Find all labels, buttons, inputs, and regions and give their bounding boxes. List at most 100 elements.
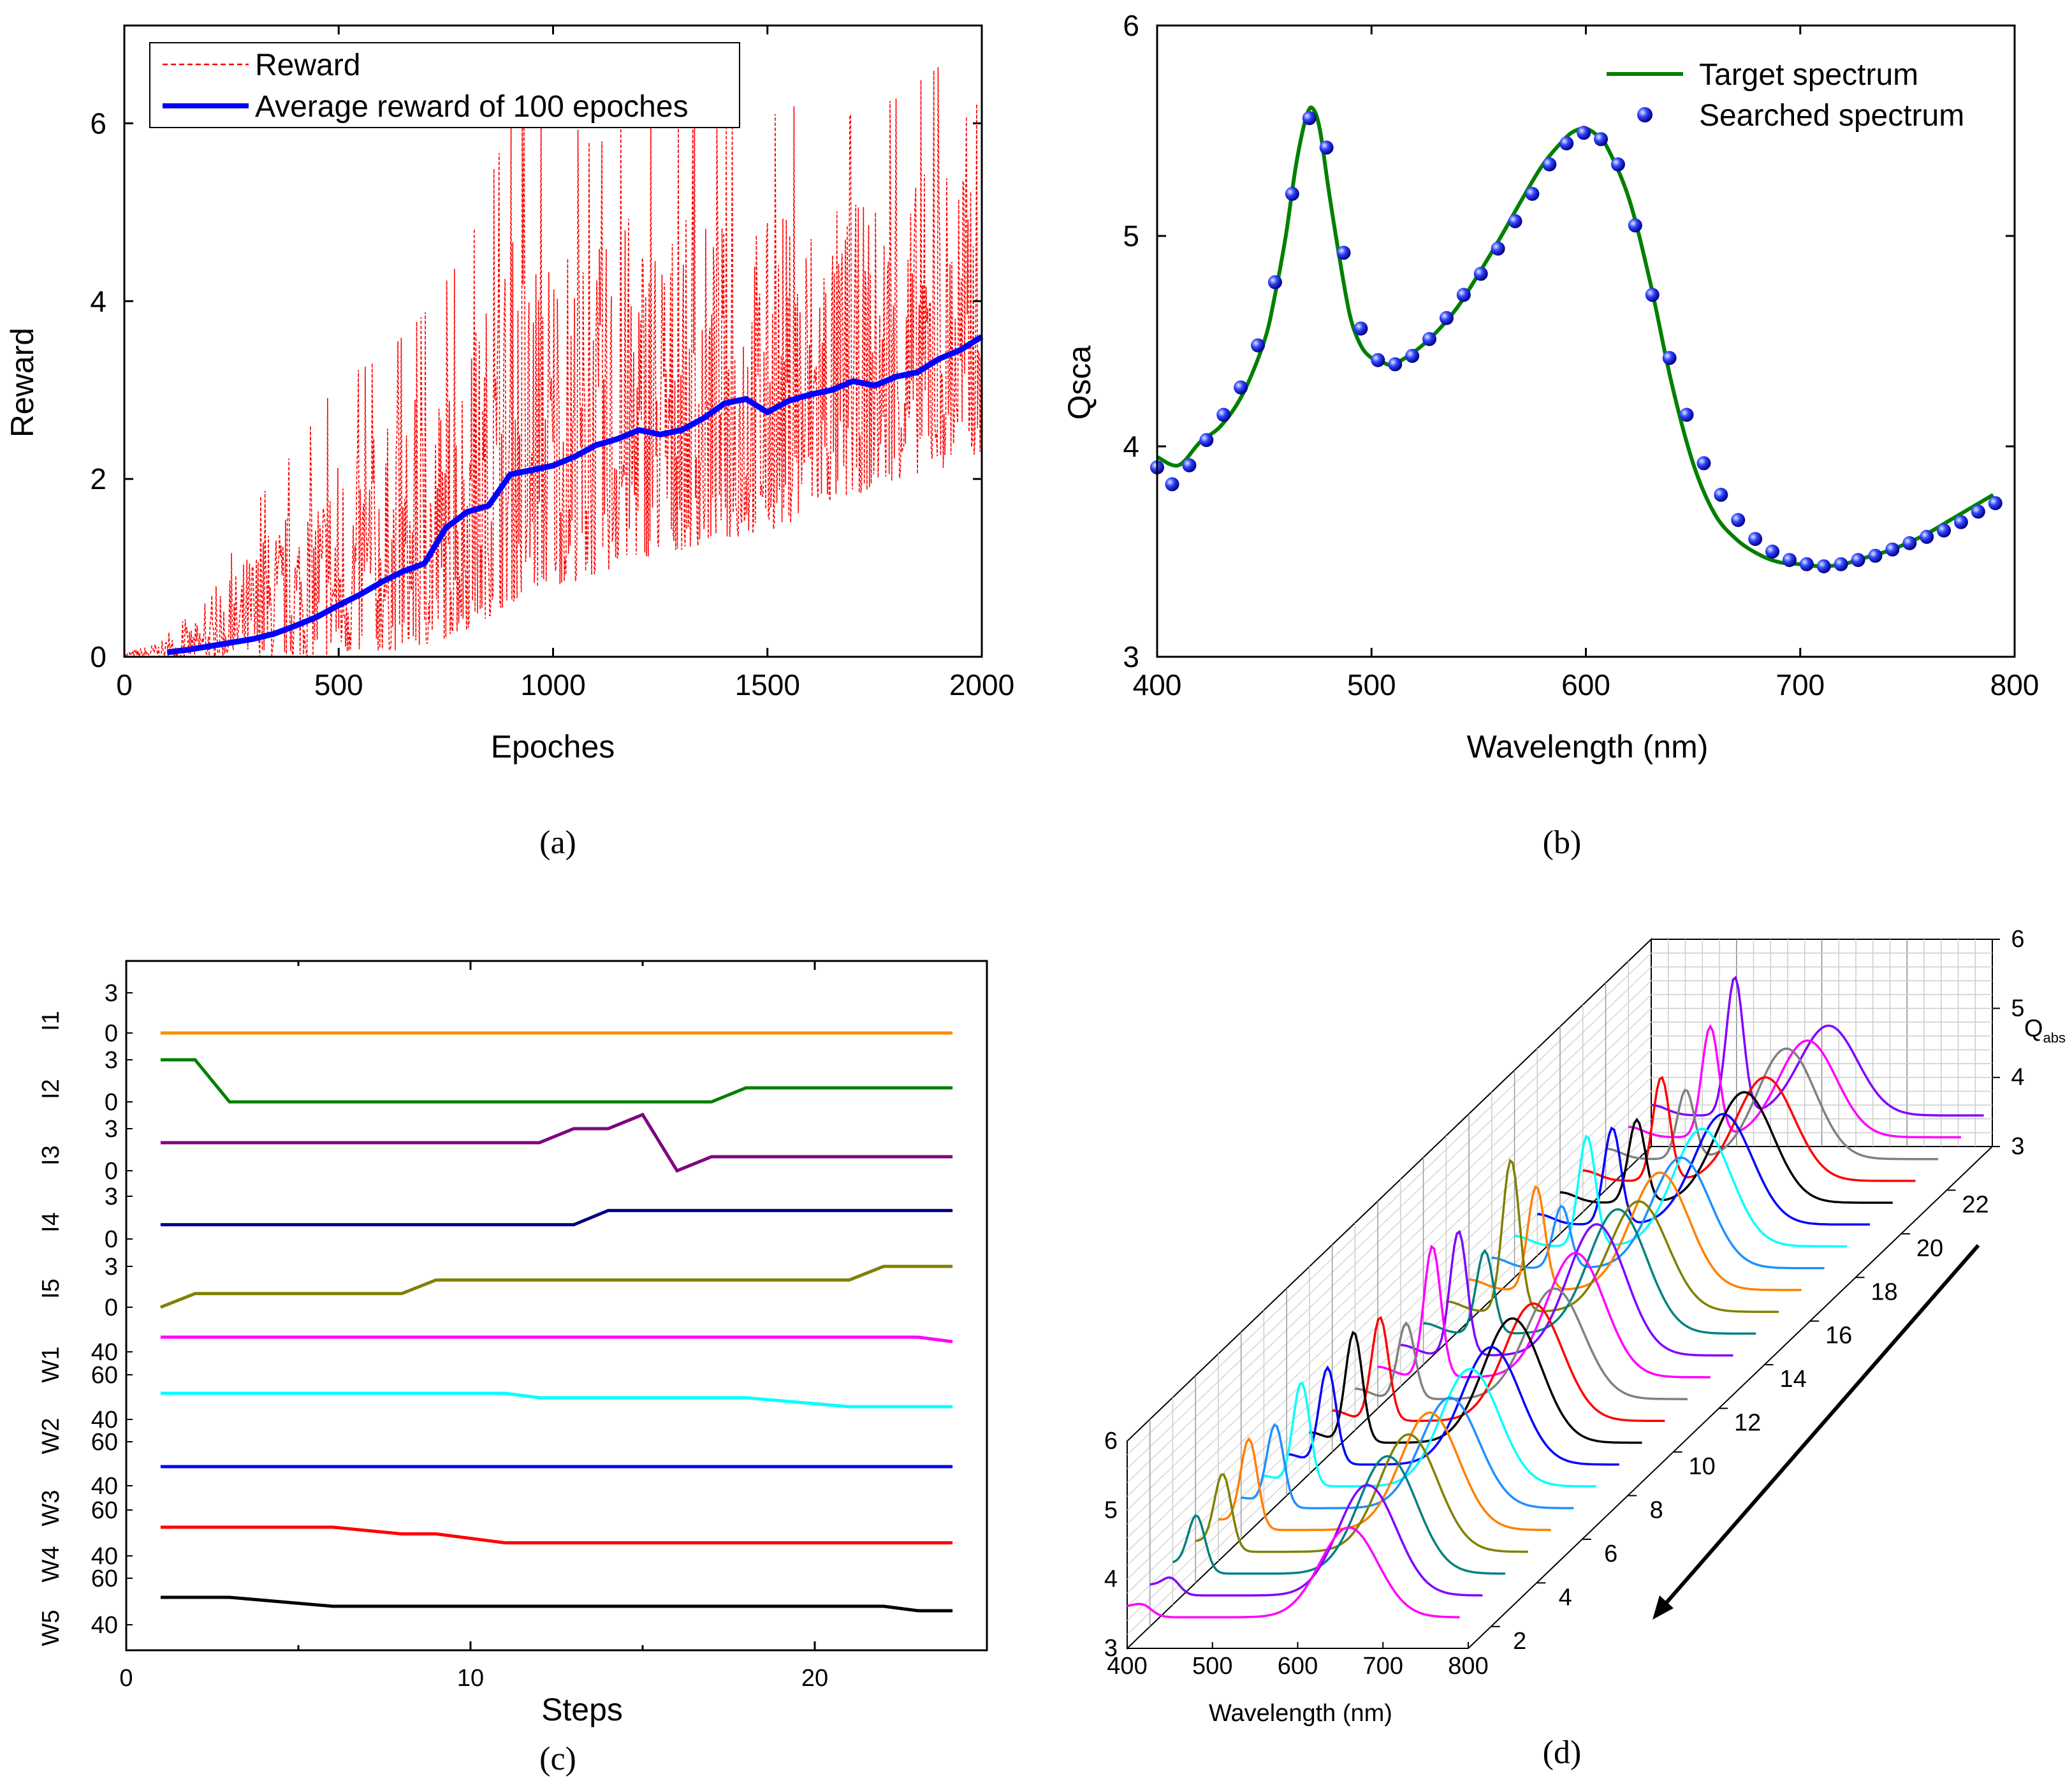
trace-point-i5 xyxy=(194,1293,196,1294)
spectrum-curve-12 xyxy=(1378,1244,1711,1379)
y-axis-label-a: Reward xyxy=(4,328,40,437)
x-tick-label-b: 500 xyxy=(1347,668,1396,701)
spectrum-curve-15 xyxy=(1446,1158,1779,1313)
y-tick-label-c: 60 xyxy=(91,1429,118,1456)
searched-spectrum-point xyxy=(1834,557,1848,571)
searched-spectrum-point xyxy=(1628,218,1642,233)
searched-spectrum-point xyxy=(1251,338,1266,353)
searched-spectrum-point xyxy=(1302,111,1317,126)
legend-label-reward: Reward xyxy=(255,48,360,82)
side-grid-line xyxy=(1127,980,1652,1483)
track-label-w4: W4 xyxy=(38,1546,64,1583)
y-tick-label-c: 3 xyxy=(105,1183,118,1210)
searched-spectrum-point xyxy=(1542,157,1557,172)
legend-label-searched: Searched spectrum xyxy=(1699,99,1964,133)
x-tick-label-d: 600 xyxy=(1278,1653,1318,1680)
side-grid-line xyxy=(1127,1022,1652,1525)
searched-spectrum-point xyxy=(1353,321,1368,336)
searched-spectrum-point xyxy=(1473,267,1488,281)
y-axis-line-d xyxy=(1468,1146,1993,1649)
spectrum-curve-2 xyxy=(1149,1483,1483,1597)
x-tick-label-c: 20 xyxy=(801,1665,828,1692)
average-reward-point xyxy=(767,412,768,413)
x-tick-label-a: 2000 xyxy=(949,668,1014,701)
spectrum-curve-1 xyxy=(1127,1526,1460,1618)
searched-spectrum-point xyxy=(1868,548,1883,563)
spectrum-curve-5 xyxy=(1218,1411,1551,1532)
y-tick-label-a: 6 xyxy=(90,106,106,140)
searched-spectrum-point xyxy=(1267,275,1282,289)
y-tick-label-c: 0 xyxy=(105,1294,118,1321)
target-spectrum-line xyxy=(1156,105,1994,569)
searched-spectrum-point xyxy=(1508,214,1522,228)
z-tick-label-d-back: 5 xyxy=(2011,995,2024,1022)
trace-w4 xyxy=(161,1525,952,1544)
track-label-w3: W3 xyxy=(38,1490,64,1527)
x-tick-label-b: 600 xyxy=(1561,668,1610,701)
y-tick-label-d: 8 xyxy=(1650,1497,1663,1523)
z-tick-label-d-front: 5 xyxy=(1104,1497,1118,1523)
side-grid-line xyxy=(1127,1036,1652,1539)
searched-spectrum-point xyxy=(1525,187,1540,201)
searched-spectrum-point xyxy=(1422,332,1437,346)
spectrum-curve-6 xyxy=(1241,1396,1574,1509)
trace-point-w1 xyxy=(917,1337,919,1338)
y-tick-label-a: 4 xyxy=(90,284,106,318)
track-label-i2: I2 xyxy=(38,1079,64,1099)
searched-spectrum-point xyxy=(1388,357,1403,372)
parameter-traces xyxy=(160,1031,953,1613)
searched-spectrum-point xyxy=(1319,140,1334,155)
trace-point-i4 xyxy=(608,1210,609,1211)
y-tick-label-c: 3 xyxy=(105,1047,118,1074)
x-tick-label-d: 800 xyxy=(1448,1653,1488,1680)
searched-spectrum-point xyxy=(1679,407,1694,422)
side-grid-line xyxy=(1127,994,1652,1497)
y-tick-label-b: 3 xyxy=(1123,640,1139,673)
track-label-i5: I5 xyxy=(38,1279,64,1299)
track-label-i4: I4 xyxy=(38,1212,64,1233)
trace-w2 xyxy=(161,1391,952,1409)
trace-i3 xyxy=(161,1112,952,1173)
side-grid-line xyxy=(1127,1077,1652,1580)
spectrum-curve-9 xyxy=(1309,1317,1642,1444)
spectrum-curve-17 xyxy=(1491,1156,1825,1270)
searched-spectrum-point xyxy=(1371,353,1385,367)
z-axis-label-sub: abs xyxy=(2043,1030,2066,1046)
searched-spectrum-markers xyxy=(1150,111,2003,574)
legend-a: Reward Average reward of 100 epoches xyxy=(149,42,740,128)
axis-ticks-a: 0 500 1000 1500 2000 0 2 4 6 xyxy=(90,26,1014,701)
searched-spectrum-point xyxy=(1782,553,1797,568)
searched-spectrum-point xyxy=(1971,504,1985,519)
spectrum-curve-8 xyxy=(1287,1345,1619,1466)
trace-point-i2 xyxy=(711,1101,712,1103)
spectrum-curve-13 xyxy=(1400,1223,1733,1357)
spectrum-curve-4 xyxy=(1195,1433,1528,1553)
x-axis-label-b: Wavelength (nm) xyxy=(1467,729,1709,765)
y-tick-label-c: 40 xyxy=(91,1407,118,1433)
average-reward-point xyxy=(938,358,940,360)
spectrum-curve-23 xyxy=(1628,1023,1961,1139)
searched-spectrum-point xyxy=(1662,351,1677,365)
x-tick-label-a: 1500 xyxy=(735,668,800,701)
z-tick-label-d-front: 4 xyxy=(1104,1566,1118,1593)
y-tick-label-a: 2 xyxy=(90,462,106,495)
panel-d-chart: 400 500 600 700 800 3 3 4 4 5 5 6 6 2 4 6 8 10 12 14 16 18 20 2… xyxy=(1104,926,2066,1771)
x-tick-label-a: 0 xyxy=(116,668,133,701)
z-axis-label-d: Qabs xyxy=(2024,1015,2066,1046)
y-tick-label-c: 3 xyxy=(105,980,118,1007)
side-grid-line xyxy=(1127,1090,1652,1594)
legend-swatch-searched xyxy=(1637,107,1652,122)
searched-spectrum-point xyxy=(1405,349,1420,363)
searched-spectrum-point xyxy=(1731,513,1746,527)
x-tick-label-c: 10 xyxy=(457,1665,484,1692)
x-tick-label-d: 400 xyxy=(1107,1653,1147,1680)
z-tick-label-d-back: 6 xyxy=(2011,926,2024,953)
searched-spectrum-point xyxy=(1456,288,1471,302)
legend-label-target: Target spectrum xyxy=(1699,58,1918,92)
y-tick-label-d: 16 xyxy=(1825,1323,1852,1349)
y-tick-label-c: 0 xyxy=(105,1089,118,1116)
y-tick-label-c: 40 xyxy=(91,1473,118,1500)
searched-spectrum-point xyxy=(1165,477,1179,492)
spectrum-curve-22 xyxy=(1605,1047,1939,1161)
